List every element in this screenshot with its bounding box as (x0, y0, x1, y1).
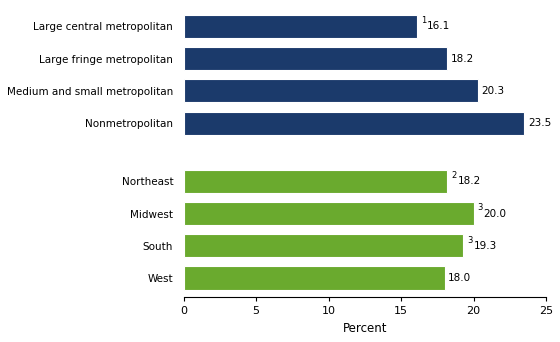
Bar (184, 266, 445, 290)
Text: 18.2: 18.2 (451, 54, 474, 64)
Bar (184, 15, 417, 38)
Text: 23.5: 23.5 (528, 118, 551, 128)
Bar (184, 234, 463, 258)
Text: 1: 1 (421, 16, 426, 25)
Text: 20.3: 20.3 (482, 86, 505, 96)
Text: 16.1: 16.1 (427, 21, 450, 31)
Text: 18.2: 18.2 (458, 176, 481, 186)
Bar (184, 111, 524, 135)
Bar (184, 47, 447, 70)
Text: 2: 2 (451, 171, 456, 180)
Bar (184, 79, 478, 103)
Text: 20.0: 20.0 (484, 209, 507, 219)
Text: 19.3: 19.3 (474, 241, 497, 251)
Text: 18.0: 18.0 (448, 273, 472, 283)
X-axis label: Percent: Percent (343, 322, 387, 335)
Bar (184, 170, 447, 193)
Bar (184, 202, 474, 225)
Text: 3: 3 (477, 203, 483, 212)
Text: 3: 3 (467, 236, 473, 245)
